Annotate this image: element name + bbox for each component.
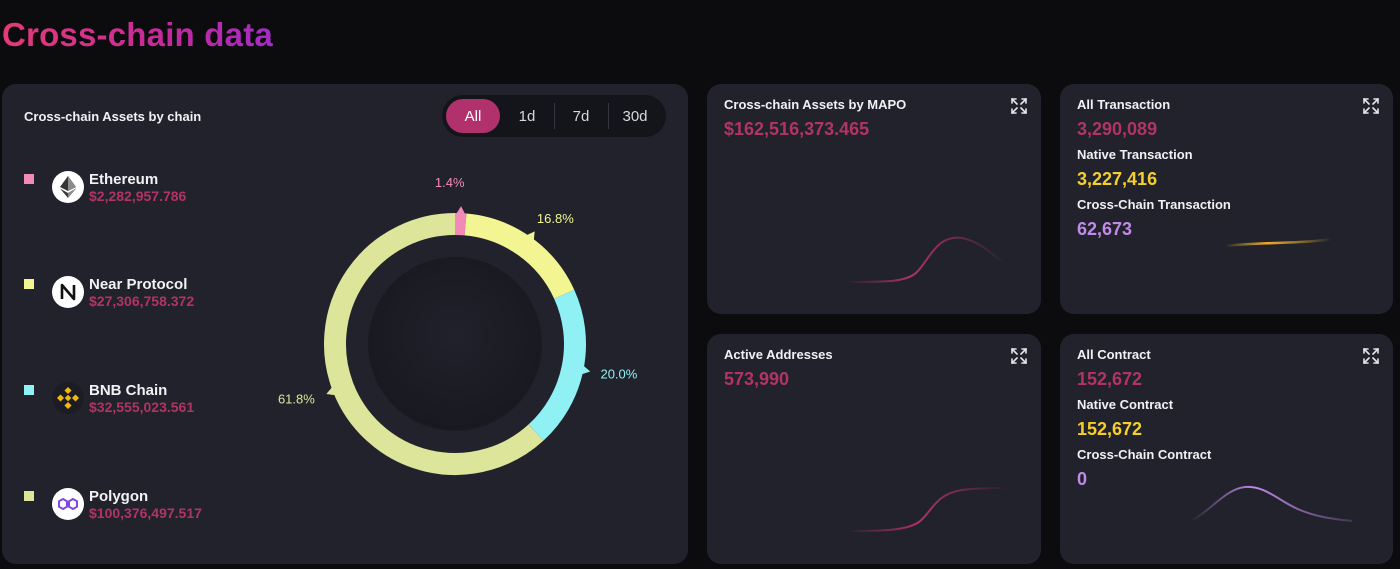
chain-donut-chart: 1.4% 16.8% 20.0% 61.8% [278,175,638,475]
polygon-icon [52,488,84,520]
all-contract-title: All Contract [1077,347,1151,362]
all-contract-value: 152,672 [1077,369,1143,389]
native-contract-label: Native Contract [1077,397,1174,412]
transactions-card: All Transaction 3,290,089 Native Transac… [1060,84,1393,314]
time-range-tabs: All 1d 7d 30d [442,95,666,137]
legend-value: $27,306,758.372 [89,293,195,309]
addresses-sparkline [846,487,1008,532]
expand-icon[interactable] [1363,98,1379,114]
all-transaction-title: All Transaction [1077,97,1171,112]
legend-item-ethereum[interactable]: Ethereum $2,282,957.786 [2,171,262,211]
legend-value: $2,282,957.786 [89,188,187,204]
legend-item-bnb[interactable]: BNB Chain $32,555,023.561 [2,382,262,422]
legend-name: Polygon [89,488,149,505]
assets-by-chain-card: Cross-chain Assets by chain All 1d 7d 30… [2,84,688,564]
page-title: Cross-chain data [2,16,273,53]
assets-by-mapo-card: Cross-chain Assets by MAPO $162,516,373.… [707,84,1041,314]
bnb-icon [52,382,84,414]
assets-by-mapo-value: $162,516,373.465 [724,119,870,139]
legend-name: Ethereum [89,171,159,188]
all-transaction-value: 3,290,089 [1077,119,1158,139]
legend-swatch [24,174,34,184]
legend-value: $32,555,023.561 [89,399,195,415]
transactions-sparkline [1224,237,1333,282]
tab-1d[interactable]: 1d [518,107,536,125]
cross-chain-contract-label: Cross-Chain Contract [1077,447,1212,462]
cross-chain-contract-value: 0 [1077,469,1088,489]
donut-slice-near-protocol[interactable] [464,213,575,300]
tab-all[interactable]: All [446,99,500,133]
native-contract-value: 152,672 [1077,419,1143,439]
native-transaction-label: Native Transaction [1077,147,1193,162]
legend-swatch [24,491,34,501]
assets-by-chain-title: Cross-chain Assets by chain [24,109,202,124]
contracts-card: All Contract 152,672 Native Contract 152… [1060,334,1393,564]
donut-pointer [526,231,535,241]
legend-swatch [24,385,34,395]
native-transaction-value: 3,227,416 [1077,169,1158,189]
donut-pointer [581,365,591,375]
cross-chain-transaction-label: Cross-Chain Transaction [1077,197,1231,212]
near-icon [52,276,84,308]
donut-pointer [456,206,466,215]
donut-label: 61.8% [278,391,315,406]
expand-icon[interactable] [1011,98,1027,114]
active-addresses-title: Active Addresses [724,347,833,362]
ethereum-icon [52,171,84,203]
contracts-sparkline [1189,485,1353,533]
legend-item-polygon[interactable]: Polygon $100,376,497.517 [2,488,262,528]
legend-name: BNB Chain [89,382,168,399]
tab-7d[interactable]: 7d [554,99,608,133]
assets-sparkline [846,236,1008,283]
legend-item-near[interactable]: Near Protocol $27,306,758.372 [2,276,262,316]
active-addresses-value: 573,990 [724,369,790,389]
tab-30d[interactable]: 30d [608,99,662,133]
assets-by-mapo-title: Cross-chain Assets by MAPO [724,97,907,112]
donut-slice-bnb-chain[interactable] [528,289,586,441]
cross-chain-transaction-value: 62,673 [1077,219,1133,239]
donut-slice-polygon[interactable] [324,213,544,475]
legend-swatch [24,279,34,289]
active-addresses-card: Active Addresses 573,990 [707,334,1041,564]
donut-label: 20.0% [600,367,637,382]
expand-icon[interactable] [1363,348,1379,364]
donut-pointer [326,386,336,396]
legend-name: Near Protocol [89,276,188,293]
expand-icon[interactable] [1011,348,1027,364]
donut-label: 1.4% [435,175,465,190]
legend-value: $100,376,497.517 [89,505,202,521]
donut-label: 16.8% [537,211,574,226]
